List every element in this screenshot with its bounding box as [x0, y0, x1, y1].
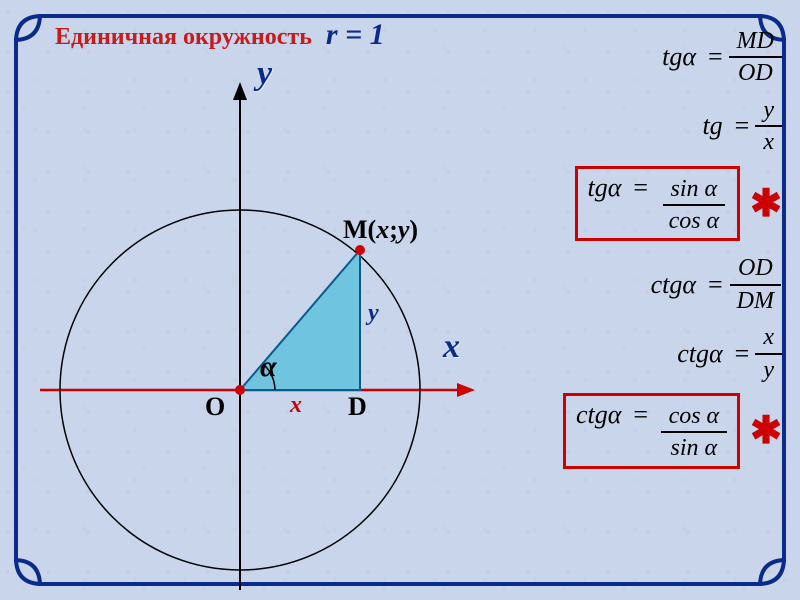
lhs: ctgα — [651, 270, 696, 300]
origin-label: O — [205, 392, 225, 422]
numerator: cos α — [661, 403, 728, 433]
fraction: ODDM — [729, 255, 782, 314]
boxed-formula: ctgα = cos αsin α — [563, 393, 740, 469]
y-small-label: y — [368, 300, 379, 327]
triangle — [240, 250, 360, 390]
title-text: Единичная окружность — [55, 24, 312, 50]
m-prefix: M( — [343, 215, 376, 244]
denominator: OD — [730, 58, 781, 86]
boxed-formula: tgα = sin αcos α — [575, 166, 741, 242]
equals-sign: = — [735, 111, 750, 141]
denominator: cos α — [661, 206, 728, 234]
m-y: y — [398, 215, 410, 244]
star-icon: ✱ — [750, 181, 782, 226]
fraction: MDOD — [729, 28, 782, 87]
lhs: ctgα — [677, 339, 722, 369]
m-label: M(x;y) — [343, 215, 418, 245]
denominator: y — [755, 355, 782, 383]
unit-circle-diagram: y x O D M(x;y) x y α — [20, 50, 480, 590]
alpha-label: α — [260, 350, 277, 384]
page-title: Единичная окружность r = 1 — [55, 18, 385, 52]
equals-sign: = — [735, 339, 750, 369]
star-icon: ✱ — [750, 408, 782, 453]
denominator: x — [755, 127, 782, 155]
formula-tg-sin-cos: tgα = sin αcos α ✱ — [492, 166, 782, 242]
equals-sign: = — [708, 42, 723, 72]
m-point-icon — [355, 245, 365, 255]
equals-sign: = — [633, 173, 648, 202]
numerator: MD — [729, 28, 782, 58]
m-sep: ; — [389, 215, 398, 244]
formula-ctg-x-y: ctgα = xy — [492, 324, 782, 383]
formula-panel: tgα= MDOD tg= yx tgα= sin αcos α ✱ ctgα=… — [492, 28, 782, 479]
d-label: D — [348, 392, 367, 422]
x-axis-label: x — [443, 328, 460, 366]
numerator: y — [755, 97, 782, 127]
fraction: xy — [755, 324, 782, 383]
formula-ctg-cos-sin: ctgα = cos αsin α ✱ — [492, 393, 782, 469]
formula-tg-md-od: tgα = MDOD — [492, 28, 782, 87]
equals-sign: = — [708, 270, 723, 300]
x-arrow-icon — [457, 383, 475, 397]
lhs: tg — [702, 111, 722, 141]
equals-sign: = — [633, 400, 648, 429]
title-equation: r = 1 — [326, 18, 385, 51]
origin-point-icon — [235, 385, 245, 395]
y-axis-label: y — [257, 55, 272, 93]
fraction: sin αcos α — [661, 176, 728, 235]
denominator: DM — [729, 286, 782, 314]
m-x: x — [376, 215, 389, 244]
numerator: OD — [730, 255, 781, 285]
formula-tg-y-x: tg = yx — [492, 97, 782, 156]
lhs: tgα — [588, 173, 622, 202]
diagram-svg — [20, 50, 480, 590]
m-suffix: ) — [409, 215, 418, 244]
fraction: yx — [755, 97, 782, 156]
y-arrow-icon — [233, 82, 247, 100]
denominator: sin α — [663, 433, 726, 461]
lhs: tgα — [662, 42, 696, 72]
formula-ctg-od-dm: ctgα = ODDM — [492, 255, 782, 314]
numerator: x — [755, 324, 782, 354]
lhs: ctgα — [576, 400, 621, 429]
fraction: cos αsin α — [661, 403, 728, 462]
numerator: sin α — [663, 176, 726, 206]
x-small-label: x — [290, 392, 302, 419]
